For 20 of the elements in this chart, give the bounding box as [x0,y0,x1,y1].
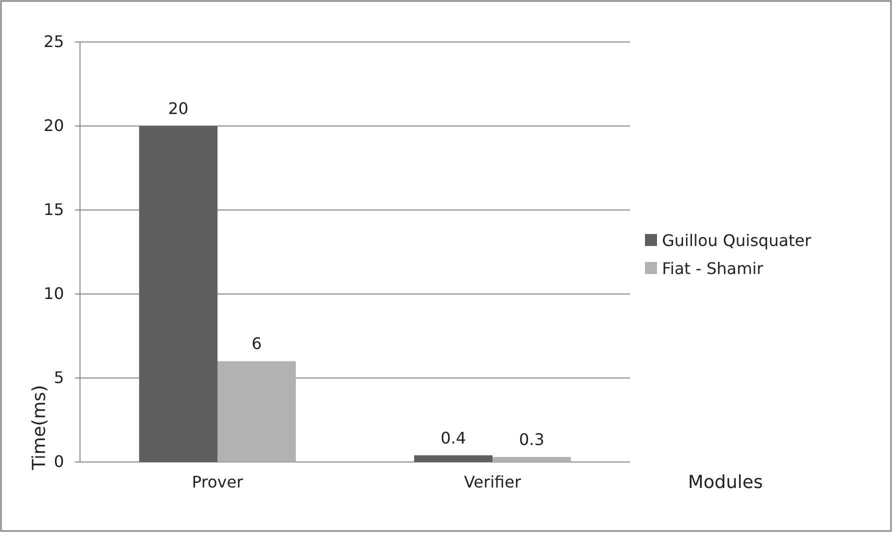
bar [492,456,571,462]
data-label: 0.3 [518,430,544,449]
y-axis-title: Time(ms) [29,384,50,471]
data-label: 6 [252,334,262,354]
bar [139,126,218,462]
legend-label: Fiat - Shamir [662,259,764,278]
y-tick-label: 25 [44,32,64,52]
y-tick-label: 5 [54,368,64,388]
legend-label: Guillou Quisquater [662,231,812,250]
y-tick-label: 20 [44,116,64,136]
bar [218,361,296,462]
data-label: 20 [168,99,188,118]
y-tick-label: 0 [54,452,64,472]
y-tick-label: 10 [44,284,64,304]
x-tick-label: Verifier [464,472,522,492]
bar [414,455,492,462]
data-label: 0.4 [440,428,466,448]
y-tick-label: 15 [44,200,64,220]
x-tick-label: Prover [192,472,244,492]
x-axis-title: Modules [688,472,763,493]
